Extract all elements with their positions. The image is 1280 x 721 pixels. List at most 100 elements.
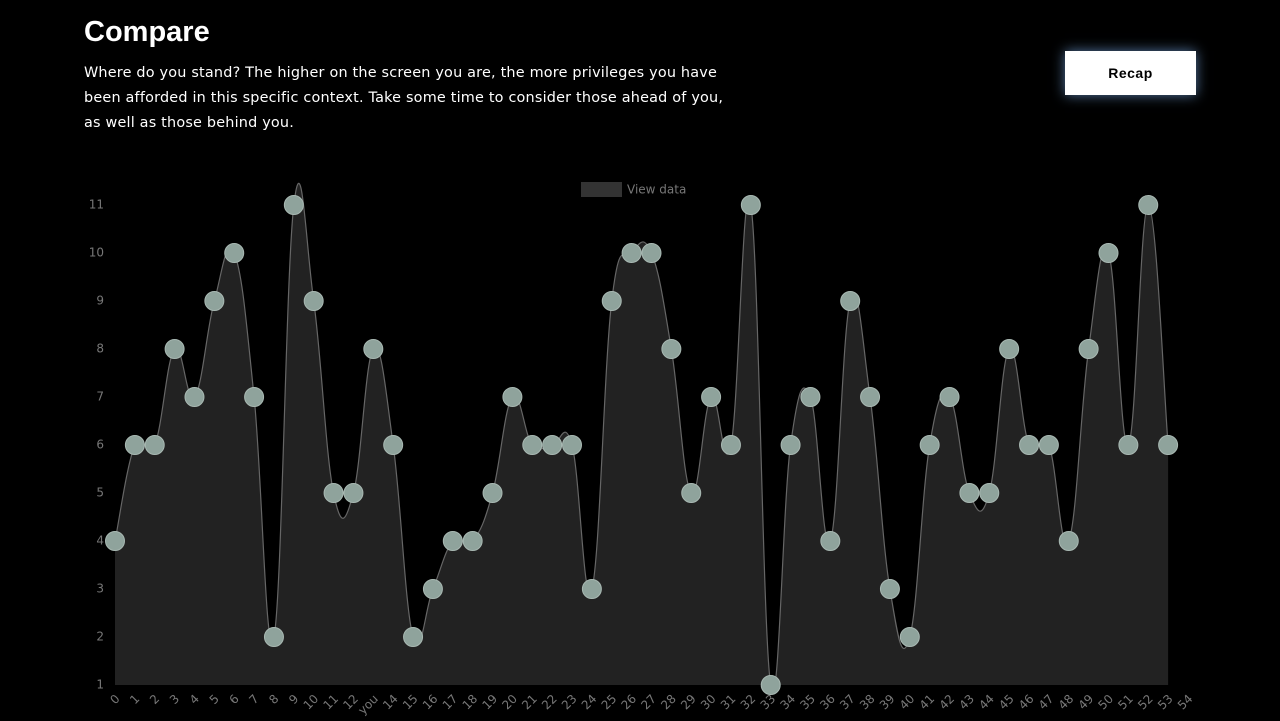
- x-tick-label: 31: [718, 692, 739, 713]
- x-tick-label: 16: [420, 692, 441, 713]
- x-tick-label: 33: [758, 692, 779, 713]
- point: [383, 435, 404, 455]
- x-tick-label: 24: [579, 692, 600, 713]
- x-tick-label: you: [355, 692, 381, 718]
- x-tick-label: 38: [857, 692, 878, 713]
- line: [114, 182, 1169, 693]
- x-tick-label: 14: [380, 692, 401, 713]
- point: [1019, 435, 1040, 455]
- point: [641, 243, 662, 263]
- x-tick-label: 47: [1036, 692, 1057, 713]
- x-tick-label: 32: [738, 692, 759, 713]
- x-tick-label: 25: [599, 692, 620, 713]
- x-tick-label: 21: [519, 692, 540, 713]
- x-tick-label: 2: [147, 692, 162, 707]
- recap-button[interactable]: Recap: [1065, 51, 1196, 95]
- x-tick-label: 5: [207, 692, 222, 707]
- y-tick-label: 7: [96, 390, 104, 404]
- point: [1058, 531, 1079, 551]
- x-tick-label: 54: [1175, 692, 1196, 713]
- point: [144, 435, 165, 455]
- x-tick-label: 45: [996, 692, 1017, 713]
- x-tick-label: 28: [658, 692, 679, 713]
- point: [1038, 435, 1059, 455]
- point: [1098, 243, 1119, 263]
- point: [1138, 195, 1159, 215]
- x-tick-label: 39: [877, 692, 898, 713]
- x-tick-label: 30: [698, 692, 719, 713]
- point: [740, 195, 761, 215]
- x-tick-label: 19: [479, 692, 500, 713]
- point: [999, 339, 1020, 359]
- point: [224, 243, 245, 263]
- point: [323, 483, 344, 503]
- point: [303, 291, 324, 311]
- point: [701, 387, 722, 407]
- point: [601, 291, 622, 311]
- point: [820, 531, 841, 551]
- x-tick-label: 18: [460, 692, 481, 713]
- y-tick-label: 1: [96, 678, 104, 692]
- x-tick-label: 51: [1115, 692, 1136, 713]
- y-tick-label: 11: [89, 198, 104, 212]
- point: [1158, 435, 1179, 455]
- x-tick-label: 15: [400, 692, 421, 713]
- point: [780, 435, 801, 455]
- point: [522, 435, 543, 455]
- x-tick-label: 22: [539, 692, 560, 713]
- x-tick-label: 50: [1095, 692, 1116, 713]
- y-tick-label: 9: [96, 294, 104, 308]
- x-tick-label: 6: [227, 692, 242, 707]
- x-tick-label: 42: [936, 692, 957, 713]
- legend-swatch[interactable]: [581, 182, 622, 197]
- x-tick-label: 23: [559, 692, 580, 713]
- point: [502, 387, 523, 407]
- point: [363, 339, 384, 359]
- point: [164, 339, 185, 359]
- point: [244, 387, 265, 407]
- point: [840, 291, 861, 311]
- x-tick-label: 35: [797, 692, 818, 713]
- y-tick-label: 5: [96, 486, 104, 500]
- y-tick-label: 6: [96, 438, 104, 452]
- point: [462, 531, 483, 551]
- point: [442, 531, 463, 551]
- point: [263, 627, 284, 647]
- x-tick-label: 4: [187, 692, 202, 707]
- x-tick-label: 34: [777, 692, 798, 713]
- x-tick-label: 37: [837, 692, 858, 713]
- x-tick-label: 53: [1155, 692, 1176, 713]
- x-tick-label: 48: [1056, 692, 1077, 713]
- x-tick-label: 20: [499, 692, 520, 713]
- x-tick-label: 10: [301, 692, 322, 713]
- x-tick-label: 17: [440, 692, 461, 713]
- point: [879, 579, 900, 599]
- x-tick-label: 49: [1076, 692, 1097, 713]
- point: [184, 387, 205, 407]
- x-tick-label: 0: [107, 692, 122, 707]
- point: [919, 435, 940, 455]
- x-tick-label: 52: [1135, 692, 1156, 713]
- point: [105, 531, 125, 551]
- x-tick-label: 36: [817, 692, 838, 713]
- x-tick-label: 27: [638, 692, 659, 713]
- point: [939, 387, 960, 407]
- point: [482, 483, 503, 503]
- point: [979, 483, 1000, 503]
- title: Compare: [84, 16, 210, 48]
- x-tick-label: 1: [127, 692, 142, 707]
- point: [204, 291, 225, 311]
- legend-label[interactable]: View data: [627, 183, 686, 197]
- y-tick-label: 2: [96, 630, 104, 644]
- y-tick-label: 8: [96, 342, 104, 356]
- x-tick-label: 29: [678, 692, 699, 713]
- point: [1078, 339, 1099, 359]
- point: [542, 435, 563, 455]
- x-tick-label: 43: [956, 692, 977, 713]
- point: [661, 339, 682, 359]
- y-tick-label: 10: [89, 246, 104, 260]
- x-tick-label: 11: [320, 692, 341, 713]
- point: [621, 243, 642, 263]
